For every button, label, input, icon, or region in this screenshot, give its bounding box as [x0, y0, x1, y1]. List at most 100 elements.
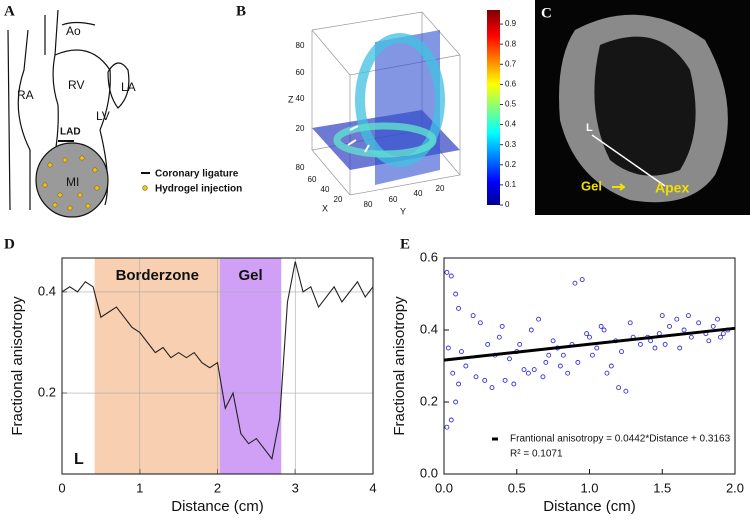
outline: [7, 29, 11, 211]
tick-label: 20: [436, 184, 445, 193]
tick-label: 40: [296, 94, 305, 103]
data-point: [459, 349, 464, 355]
data-point: [637, 341, 643, 347]
diagram-label: RA: [17, 88, 34, 102]
region-label: Borderzone: [116, 267, 199, 284]
data-point: [685, 313, 691, 319]
diagram-label: LA: [121, 80, 136, 94]
panel-label: B: [236, 3, 246, 19]
image-label: L: [586, 122, 593, 134]
legend-label: Frantional anisotropy = 0.0442*Distance …: [510, 434, 731, 445]
y-axis-label: Fractional anisotropy: [9, 296, 26, 436]
tick-label: 60: [308, 175, 317, 184]
data-line: [61, 261, 374, 461]
arrow: [612, 183, 626, 191]
heart-slice: [355, 33, 445, 167]
data-point: [594, 345, 600, 351]
data-point: [659, 313, 665, 319]
x-tick-label: 1.5: [653, 480, 671, 495]
x-tick-label: 4: [369, 480, 376, 495]
legend-label: Coronary ligature: [155, 169, 239, 180]
data-point: [445, 345, 451, 351]
legend-dot: [142, 185, 148, 191]
colorbar-label: 0.2: [505, 160, 517, 169]
data-point: [448, 417, 454, 423]
tick-label: 80: [296, 41, 305, 50]
data-point: [601, 327, 607, 333]
data-point: [616, 385, 622, 391]
data-point: [525, 370, 531, 376]
data-point: [502, 377, 508, 383]
injection-dots: [42, 155, 100, 211]
data-point: [531, 367, 537, 373]
data-point: [450, 370, 456, 376]
data-point: [688, 334, 694, 340]
data-point: [565, 370, 571, 376]
legend-label: R² = 0.1071: [510, 449, 563, 460]
data-point: [575, 359, 581, 365]
diagram-label: Ao: [66, 24, 81, 38]
data-point: [715, 316, 720, 322]
panel-label: D: [4, 236, 15, 252]
colorbar-label: 0.9: [505, 19, 517, 28]
data-point: [456, 381, 461, 387]
data-point: [540, 374, 546, 380]
x-axis-label: Distance (cm): [543, 498, 636, 515]
data-point: [604, 370, 610, 376]
data-point: [499, 323, 505, 329]
data-point: [662, 341, 668, 347]
data-point: [706, 338, 712, 344]
diagram-label: MI: [66, 175, 79, 189]
image-label: Gel: [581, 178, 602, 193]
arrows: [347, 125, 370, 153]
data-point: [584, 331, 590, 337]
data-point: [546, 352, 552, 358]
data-point: [667, 323, 672, 329]
data-point: [579, 277, 585, 283]
data-point: [453, 399, 459, 405]
colorbar-label: 0.8: [505, 39, 517, 48]
data-point: [598, 323, 604, 329]
data-point: [543, 359, 549, 365]
tick-label: 20: [296, 124, 305, 133]
x-tick-label: 1: [136, 480, 143, 495]
colorbar-label: 0.3: [505, 140, 517, 149]
data-point: [456, 305, 461, 311]
axis-label: Y: [400, 206, 406, 216]
tick-label: 20: [334, 195, 343, 204]
region: [94, 258, 220, 474]
y-tick-label: 0.4: [38, 283, 56, 298]
data-point: [496, 334, 502, 340]
colorbar-label: 0.1: [505, 180, 517, 189]
x-tick-label: 1.0: [580, 480, 598, 495]
data-point: [453, 291, 459, 297]
fit-line: [443, 326, 736, 362]
x-tick-label: 2.0: [726, 480, 744, 495]
region: [219, 258, 282, 474]
panel-a: [7, 9, 150, 218]
data-point: [677, 345, 683, 351]
outline: [44, 9, 96, 56]
axis-label: X: [322, 203, 328, 213]
cavity: [594, 36, 696, 176]
data-point: [589, 352, 595, 358]
tick-label: 60: [296, 68, 305, 77]
annotation: L: [74, 451, 84, 468]
data-point: [473, 374, 479, 380]
diagram-label: LAD: [60, 127, 81, 138]
measure-line: [591, 134, 666, 187]
panel-c: [535, 0, 750, 215]
data-point: [448, 273, 454, 279]
y-tick-label: 0.6: [420, 249, 438, 264]
data-point: [557, 363, 563, 369]
data-point: [718, 334, 723, 340]
data-point: [710, 323, 716, 329]
data-point: [587, 334, 592, 340]
y-tick-label: 0.2: [38, 385, 56, 400]
y-tick-label: 0.0: [420, 465, 438, 480]
data-point: [528, 327, 534, 333]
tick-label: 60: [389, 195, 398, 204]
data-point: [444, 424, 450, 430]
outline: [17, 29, 31, 210]
